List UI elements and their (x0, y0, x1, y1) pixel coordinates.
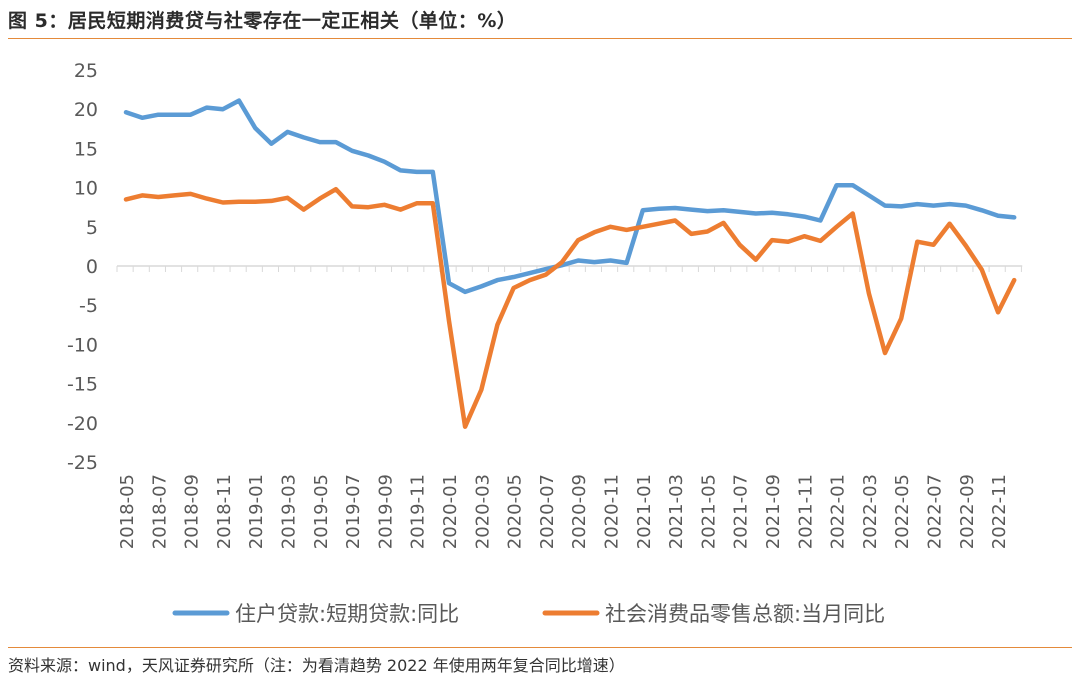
y-tick-label: 20 (74, 99, 98, 121)
series-lines (123, 98, 1017, 429)
x-tick-label: 2020-11 (602, 474, 623, 549)
series-line-2 (123, 186, 1017, 429)
y-tick-label: 10 (74, 178, 98, 200)
x-tick-label: 2018-05 (117, 474, 138, 549)
y-tick-label: -25 (67, 452, 98, 474)
x-tick-label: 2022-11 (989, 474, 1010, 549)
x-tick-label: 2018-07 (149, 474, 170, 549)
y-axis: 25 20 15 10 5 0 -5 -10 -15 -20 -25 (67, 60, 98, 474)
y-tick-label: 5 (86, 217, 98, 239)
x-tick-label: 2021-01 (634, 474, 655, 549)
x-tick-label: 2019-01 (246, 474, 267, 549)
x-tick-label: 2019-07 (343, 474, 364, 549)
y-tick-label: -15 (67, 374, 98, 396)
y-tick-label: 15 (74, 138, 98, 160)
x-tick-label: 2021-07 (731, 474, 752, 549)
x-tick-label: 2021-09 (763, 474, 784, 549)
x-tick-label: 2020-09 (569, 474, 590, 549)
y-tick-label: 25 (74, 60, 98, 82)
title-divider (8, 38, 1072, 39)
legend-label: 社会消费品零售总额:当月同比 (605, 602, 885, 626)
x-tick-label: 2021-11 (795, 474, 816, 549)
source-note: 资料来源：wind，天风证券研究所（注：为看清趋势 2022 年使用两年复合同比… (8, 656, 625, 675)
x-tick-label: 2019-03 (279, 474, 300, 549)
chart-title: 图 5：居民短期消费贷与社零存在一定正相关（单位：%） (8, 10, 517, 32)
x-tick-label: 2020-07 (537, 474, 558, 549)
x-tick-label: 2019-05 (311, 474, 332, 549)
x-tick-label: 2019-11 (408, 474, 429, 549)
x-tick-label: 2018-09 (182, 474, 203, 549)
source-divider (8, 647, 1072, 648)
series-line-1 (123, 98, 1017, 295)
x-axis: 2018-05 2018-07 2018-09 2018-11 2019-01 2019-… (117, 474, 1010, 549)
x-tick-label: 2021-05 (698, 474, 719, 549)
x-tick-label: 2022-07 (925, 474, 946, 549)
x-tick-label: 2018-11 (214, 474, 235, 549)
x-tick-label: 2022-03 (860, 474, 881, 549)
y-tick-label: 0 (86, 256, 98, 278)
x-tick-label: 2020-03 (472, 474, 493, 549)
x-tick-label: 2022-05 (892, 474, 913, 549)
x-tick-label: 2020-01 (440, 474, 461, 549)
y-tick-label: -10 (67, 334, 98, 356)
legend-label: 住户贷款:短期贷款:同比 (235, 602, 459, 626)
x-tick-label: 2020-05 (505, 474, 526, 549)
y-tick-label: -20 (67, 413, 98, 435)
x-tick-label: 2022-09 (957, 474, 978, 549)
x-axis-ticks (116, 266, 1022, 272)
x-tick-label: 2022-01 (828, 474, 849, 549)
y-tick-label: -5 (79, 295, 98, 317)
legend: 住户贷款:短期贷款:同比 社会消费品零售总额:当月同比 (172, 602, 885, 626)
x-tick-label: 2019-09 (375, 474, 396, 549)
x-tick-label: 2021-03 (666, 474, 687, 549)
